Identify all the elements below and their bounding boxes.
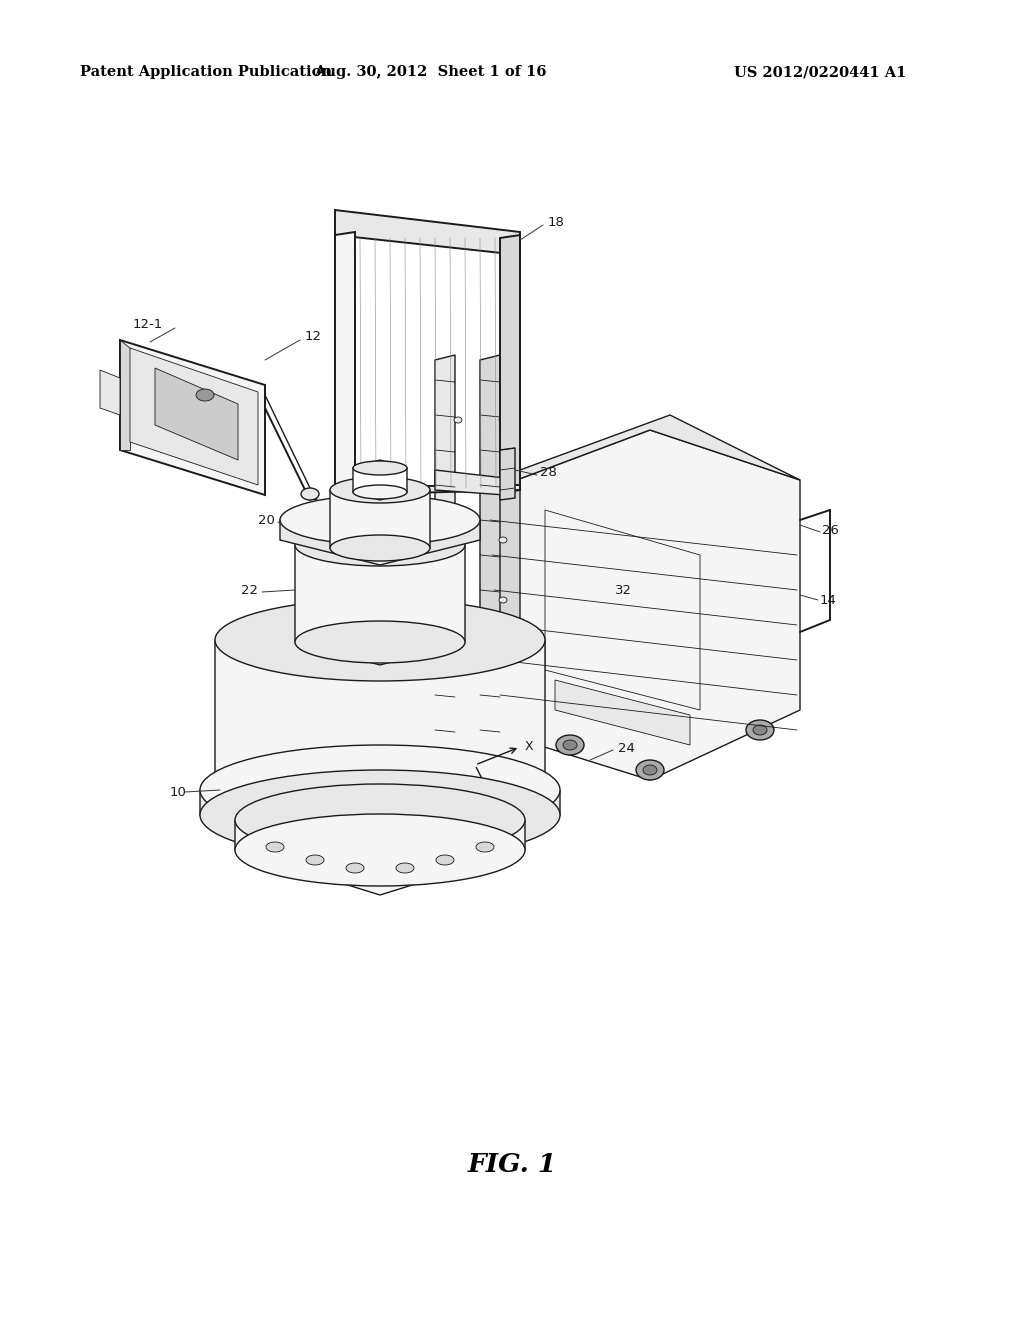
Ellipse shape: [563, 741, 577, 750]
Polygon shape: [500, 447, 515, 500]
Ellipse shape: [746, 719, 774, 741]
Polygon shape: [130, 348, 258, 484]
Ellipse shape: [499, 477, 507, 483]
Ellipse shape: [353, 484, 407, 499]
Ellipse shape: [295, 524, 465, 566]
Text: 16: 16: [330, 499, 347, 511]
Ellipse shape: [454, 537, 462, 543]
Ellipse shape: [643, 766, 657, 775]
Text: 18: 18: [548, 215, 565, 228]
Text: FIG. 1: FIG. 1: [467, 1152, 557, 1177]
Polygon shape: [480, 355, 500, 741]
Polygon shape: [335, 210, 520, 255]
Polygon shape: [335, 484, 520, 495]
Ellipse shape: [436, 855, 454, 865]
Ellipse shape: [454, 417, 462, 422]
Ellipse shape: [301, 488, 319, 500]
Ellipse shape: [266, 842, 284, 851]
Ellipse shape: [499, 657, 507, 663]
Text: Y: Y: [497, 800, 505, 813]
Polygon shape: [490, 480, 520, 730]
Text: 12: 12: [305, 330, 322, 343]
Ellipse shape: [454, 708, 462, 713]
Ellipse shape: [234, 784, 525, 855]
Polygon shape: [435, 470, 505, 495]
Ellipse shape: [476, 842, 494, 851]
Polygon shape: [280, 495, 480, 565]
Polygon shape: [120, 341, 265, 495]
Ellipse shape: [499, 597, 507, 603]
Ellipse shape: [346, 863, 364, 873]
Polygon shape: [490, 430, 800, 780]
Ellipse shape: [234, 814, 525, 886]
Polygon shape: [335, 232, 355, 490]
Ellipse shape: [215, 599, 545, 681]
Ellipse shape: [196, 389, 214, 401]
Ellipse shape: [280, 495, 480, 545]
Text: 28: 28: [540, 466, 557, 479]
Ellipse shape: [200, 744, 560, 836]
Text: Aug. 30, 2012  Sheet 1 of 16: Aug. 30, 2012 Sheet 1 of 16: [313, 65, 546, 79]
Polygon shape: [215, 595, 545, 836]
Ellipse shape: [499, 417, 507, 422]
Ellipse shape: [295, 620, 465, 663]
Polygon shape: [100, 370, 120, 414]
Text: 14: 14: [820, 594, 837, 606]
Ellipse shape: [200, 770, 560, 861]
Text: 12-2: 12-2: [162, 388, 193, 401]
Ellipse shape: [499, 537, 507, 543]
Text: 12-1: 12-1: [133, 318, 163, 331]
Ellipse shape: [556, 735, 584, 755]
Text: 24: 24: [618, 742, 635, 755]
Polygon shape: [330, 478, 430, 560]
Polygon shape: [120, 341, 130, 450]
Text: 56: 56: [370, 615, 386, 628]
Text: US 2012/0220441 A1: US 2012/0220441 A1: [734, 65, 906, 79]
Polygon shape: [155, 368, 238, 459]
Ellipse shape: [636, 760, 664, 780]
Ellipse shape: [499, 708, 507, 713]
Text: 22: 22: [241, 583, 258, 597]
Polygon shape: [490, 414, 800, 490]
Polygon shape: [234, 820, 525, 895]
Ellipse shape: [753, 725, 767, 735]
Ellipse shape: [330, 535, 430, 561]
Polygon shape: [353, 459, 407, 500]
Polygon shape: [555, 680, 690, 744]
Polygon shape: [435, 355, 455, 741]
Text: 26: 26: [822, 524, 839, 536]
Polygon shape: [500, 235, 520, 492]
Ellipse shape: [330, 477, 430, 503]
Ellipse shape: [353, 461, 407, 475]
Text: 20: 20: [258, 513, 275, 527]
Polygon shape: [200, 789, 560, 862]
Text: 32: 32: [615, 583, 632, 597]
Ellipse shape: [215, 748, 545, 832]
Text: Patent Application Publication: Patent Application Publication: [80, 65, 332, 79]
Ellipse shape: [454, 597, 462, 603]
Ellipse shape: [306, 855, 324, 865]
Ellipse shape: [454, 657, 462, 663]
Ellipse shape: [396, 863, 414, 873]
Text: X: X: [525, 741, 534, 754]
Text: 10: 10: [170, 785, 186, 799]
Polygon shape: [295, 521, 465, 665]
Ellipse shape: [454, 477, 462, 483]
